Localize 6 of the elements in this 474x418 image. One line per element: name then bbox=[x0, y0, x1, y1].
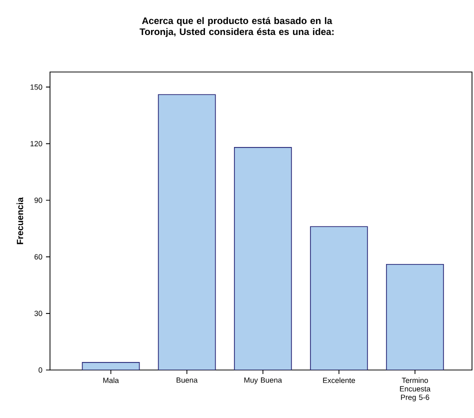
bar bbox=[158, 94, 216, 370]
bar bbox=[386, 264, 444, 370]
bar bbox=[310, 226, 368, 370]
y-axis-title: Frecuencia bbox=[16, 197, 24, 244]
chart-title: Acerca que el producto está basado en la Toronja, Usted considera ésta es una idea: bbox=[140, 17, 334, 37]
bar bbox=[234, 147, 292, 370]
